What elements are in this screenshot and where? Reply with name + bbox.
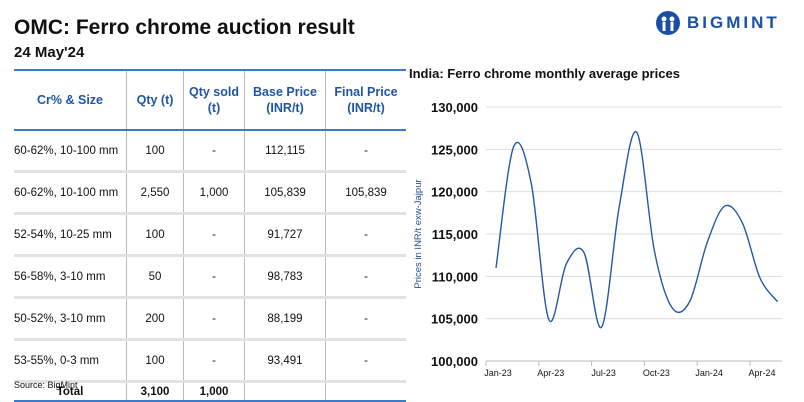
x-tick-label: Apr-24 [748, 368, 775, 378]
x-tick-label: Jan-23 [484, 368, 512, 378]
y-tick-label: 125,000 [431, 142, 478, 157]
price-line [496, 132, 778, 328]
x-tick-label: Apr-23 [537, 368, 564, 378]
y-axis-label: Prices in INR/t exw-Jajpur [413, 179, 424, 288]
x-tick-label: Jan-24 [695, 368, 723, 378]
x-tick-label: Jul-23 [591, 368, 616, 378]
y-tick-label: 115,000 [432, 227, 478, 242]
x-tick-label: Oct-23 [643, 368, 670, 378]
y-tick-label: 100,000 [431, 354, 478, 369]
y-tick-label: 120,000 [431, 185, 478, 200]
y-tick-label: 110,000 [432, 269, 478, 284]
y-tick-label: 130,000 [431, 100, 478, 115]
y-tick-label: 105,000 [431, 312, 478, 327]
